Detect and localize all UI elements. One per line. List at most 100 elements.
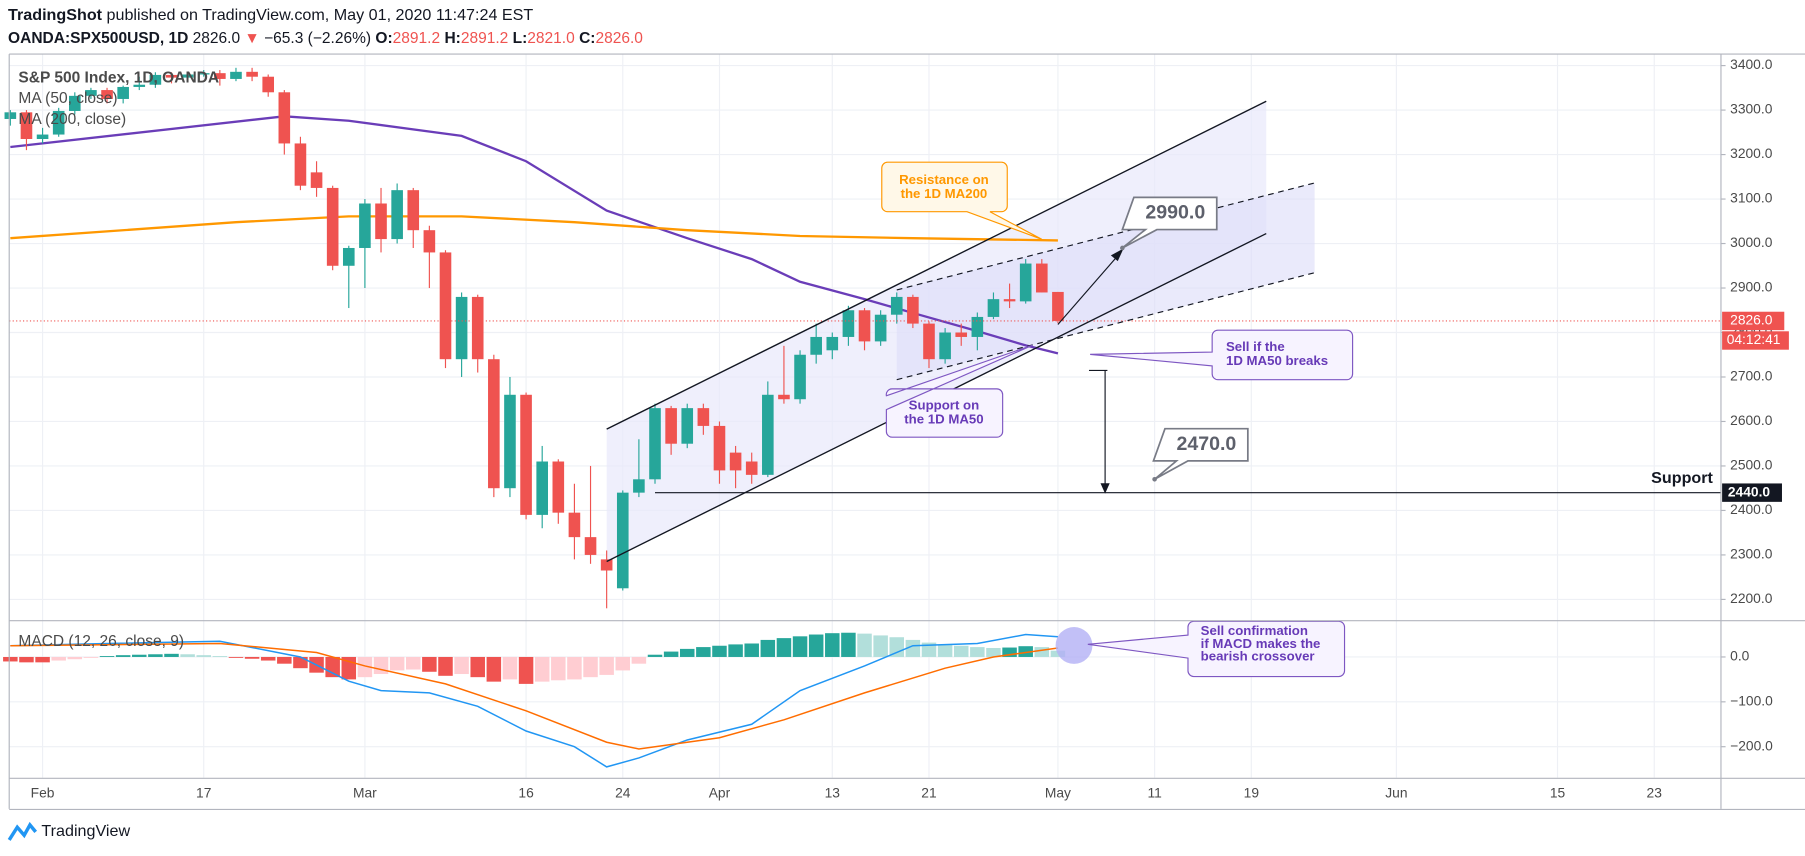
histogram-bar [712,645,727,657]
published: published on TradingView.com, May 01, 20… [107,6,534,24]
legend-entry: MA (200, close) [18,111,126,128]
candle-body [729,452,742,471]
histogram-bar [808,634,824,657]
change: −65.3 (−2.26%) [264,30,371,47]
candle-body [310,172,323,188]
callout [1087,620,1346,678]
candle-body [101,90,113,99]
x-tick-label: 24 [615,785,631,801]
candle-body [939,332,951,360]
histogram-bar [986,647,1001,657]
line-series [10,633,1058,768]
last: 2826.0 [193,30,241,47]
candle-body [455,296,468,360]
candle-body [359,203,371,248]
candle-body [923,323,935,360]
histogram-bar [1002,647,1017,657]
candle-body [439,252,452,360]
histogram-bar [228,656,244,658]
candle-body [858,310,871,342]
histogram-bar [776,638,792,657]
candle-body [20,112,33,139]
line-series [10,642,1059,750]
histogram-bar [373,656,389,675]
candle-body [633,479,645,493]
y-tick-label: 2900.0 [1730,279,1773,295]
candle-body [294,143,307,186]
candle-body [504,394,516,489]
legend-entry: MA (50, close) [18,90,117,107]
histogram-bar [744,643,759,657]
histogram-bar [389,656,405,671]
target-label: 2990.0 [1145,202,1205,224]
histogram-bar [502,656,518,680]
x-tick-label: 15 [1550,785,1566,801]
l: 2821.0 [527,30,575,47]
candle-body [697,408,710,426]
histogram-bar [486,656,502,682]
candle-body [197,73,210,75]
target-point [1120,245,1125,251]
histogram-bar [760,639,776,657]
c: 2826.0 [595,30,643,47]
candle-body [665,408,677,444]
histogram-bar [180,654,195,657]
histogram-bar [19,656,34,663]
candle-body [230,71,242,79]
histogram-bar [99,656,115,657]
histogram-bar [921,642,937,657]
histogram-bar [1034,647,1050,657]
candle-body [1052,291,1064,321]
histogram-bar [889,637,905,657]
histogram-bar [196,655,211,657]
candle-body [407,190,420,231]
y-tick-label: 0.0 [1730,648,1750,664]
histogram-bar [470,656,485,678]
histogram-bar [696,647,711,657]
arrow-head [1100,483,1110,494]
macd-title: MACD (12, 26, close, 9) [18,633,184,650]
y-tick-label: 2600.0 [1730,412,1773,428]
chart-title: S&P 500 Index, 1D, OANDA [18,69,219,86]
candle-body [85,90,97,96]
annotation-texts: Resistance on the 1D MA200 Support on th… [899,172,1328,663]
candle-body [520,394,532,515]
y-tick-label: 2300.0 [1730,546,1773,562]
candle-body [4,112,17,119]
candle-body [762,394,774,475]
channel-line [606,100,1267,430]
annotation: 1D MA50 breaks [1226,353,1328,368]
candle-body [584,537,597,555]
histogram-bar [679,648,695,657]
callout [1090,329,1354,381]
header: TradingShot published on TradingView.com… [8,6,533,24]
x-tick-label: 13 [825,785,841,801]
candle-body [342,247,355,266]
histogram-bar [728,644,743,657]
histogram-bar [3,656,18,662]
histogram-bar [132,654,147,657]
y-tick-label: 2700.0 [1730,368,1773,384]
histogram-bar [1018,646,1033,657]
candle-body [907,296,919,324]
y-tick-label: 3400.0 [1730,56,1773,72]
candle-body [36,134,49,139]
candle-body [600,559,613,571]
x-tick-label: Feb [31,785,55,801]
histogram-bar [212,656,228,657]
annotation: the 1D MA200 [901,186,988,201]
x-tick-label: May [1045,785,1071,801]
countdown: 04:12:41 [1727,331,1781,347]
y-tick-label: 2200.0 [1730,590,1773,606]
candle-body [874,314,887,342]
candle-body [713,425,726,471]
arrow [1057,252,1121,325]
y-tick-label: 2400.0 [1730,501,1773,517]
o-key: O: [375,30,392,47]
y-tick-label: −200.0 [1730,737,1773,753]
candle-body [536,461,548,515]
candle-body [326,187,339,266]
candle-body [423,230,436,253]
